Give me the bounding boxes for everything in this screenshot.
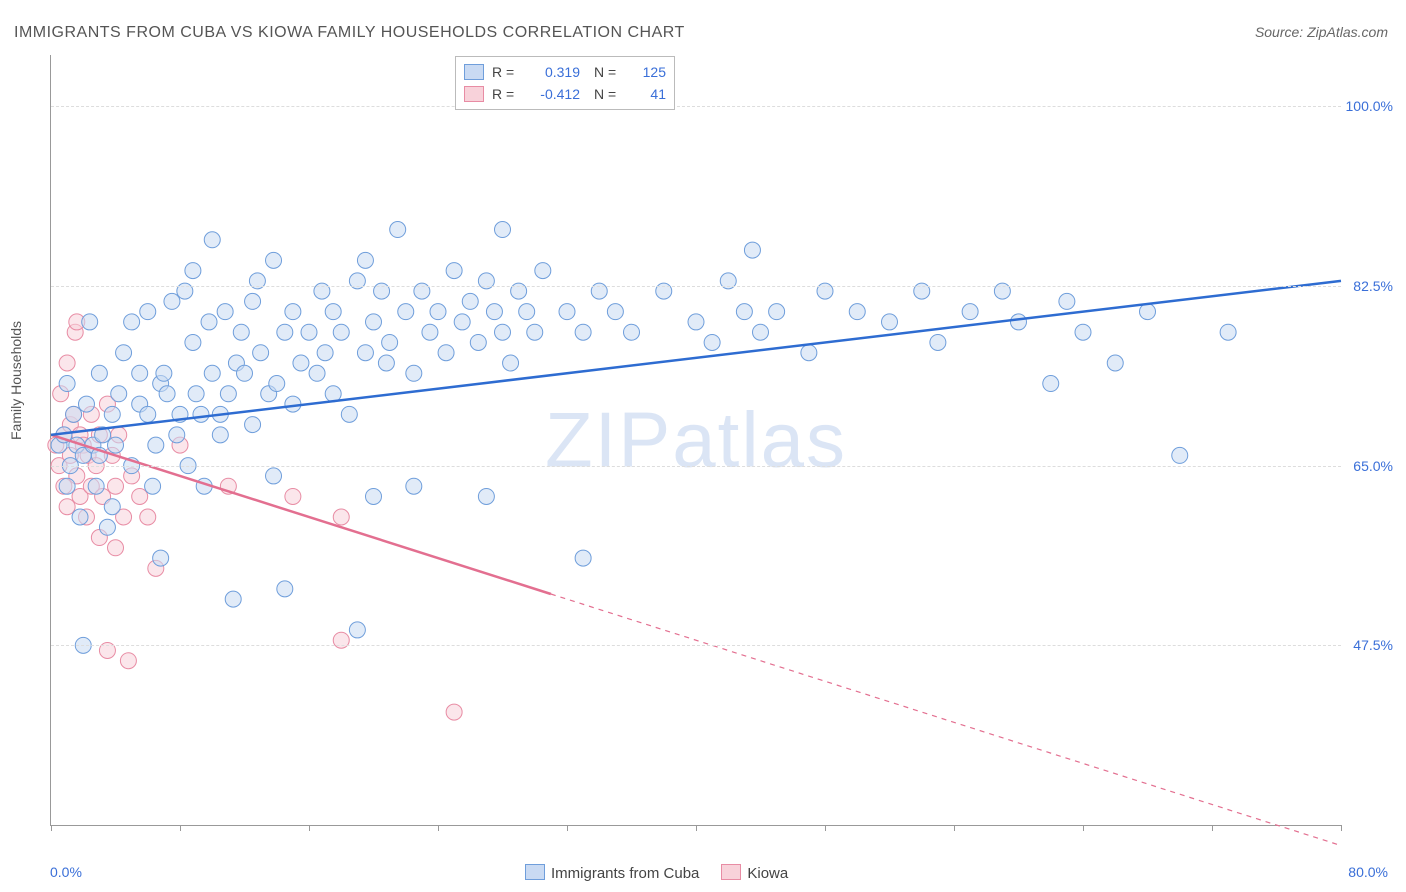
r-label: R = [492, 86, 520, 102]
ytick-label: 100.0% [1346, 98, 1393, 114]
legend-item: Kiowa [721, 864, 788, 882]
grid-line [51, 645, 1341, 646]
source-label: Source: ZipAtlas.com [1255, 24, 1388, 40]
grid-line [51, 286, 1341, 287]
legend-stat-row: R = -0.412 N = 41 [464, 83, 666, 105]
grid-line [51, 466, 1341, 467]
r-value: -0.412 [528, 86, 580, 102]
legend-stat-row: R = 0.319 N = 125 [464, 61, 666, 83]
ytick-label: 82.5% [1353, 278, 1393, 294]
xtick [1341, 825, 1342, 831]
xtick [696, 825, 697, 831]
xtick-max: 80.0% [1348, 864, 1388, 880]
legend-stats: R = 0.319 N = 125 R = -0.412 N = 41 [455, 56, 675, 110]
chart-svg [51, 55, 1341, 825]
legend-swatch [464, 64, 484, 80]
xtick [567, 825, 568, 831]
legend-swatch [464, 86, 484, 102]
legend-label: Immigrants from Cuba [551, 865, 699, 882]
n-value: 41 [630, 86, 666, 102]
chart-container: IMMIGRANTS FROM CUBA VS KIOWA FAMILY HOU… [0, 0, 1406, 892]
xtick [309, 825, 310, 831]
chart-title: IMMIGRANTS FROM CUBA VS KIOWA FAMILY HOU… [14, 24, 685, 42]
legend-swatch [721, 864, 741, 880]
y-axis-label: Family Households [8, 321, 24, 440]
xtick [1083, 825, 1084, 831]
grid-line [51, 106, 1341, 107]
ytick-label: 65.0% [1353, 458, 1393, 474]
r-label: R = [492, 64, 520, 80]
legend-item: Immigrants from Cuba [525, 864, 699, 882]
legend-swatch [525, 864, 545, 880]
n-value: 125 [630, 64, 666, 80]
plot-area: ZIPatlas 47.5%65.0%82.5%100.0% [50, 55, 1341, 826]
xtick [1212, 825, 1213, 831]
ytick-label: 47.5% [1353, 637, 1393, 653]
legend-series: Immigrants from Cuba Kiowa [525, 864, 788, 882]
xtick-min: 0.0% [50, 864, 82, 880]
n-label: N = [594, 64, 622, 80]
xtick [825, 825, 826, 831]
xtick [438, 825, 439, 831]
n-label: N = [594, 86, 622, 102]
xtick [180, 825, 181, 831]
r-value: 0.319 [528, 64, 580, 80]
xtick [954, 825, 955, 831]
legend-label: Kiowa [747, 865, 788, 882]
xtick [51, 825, 52, 831]
